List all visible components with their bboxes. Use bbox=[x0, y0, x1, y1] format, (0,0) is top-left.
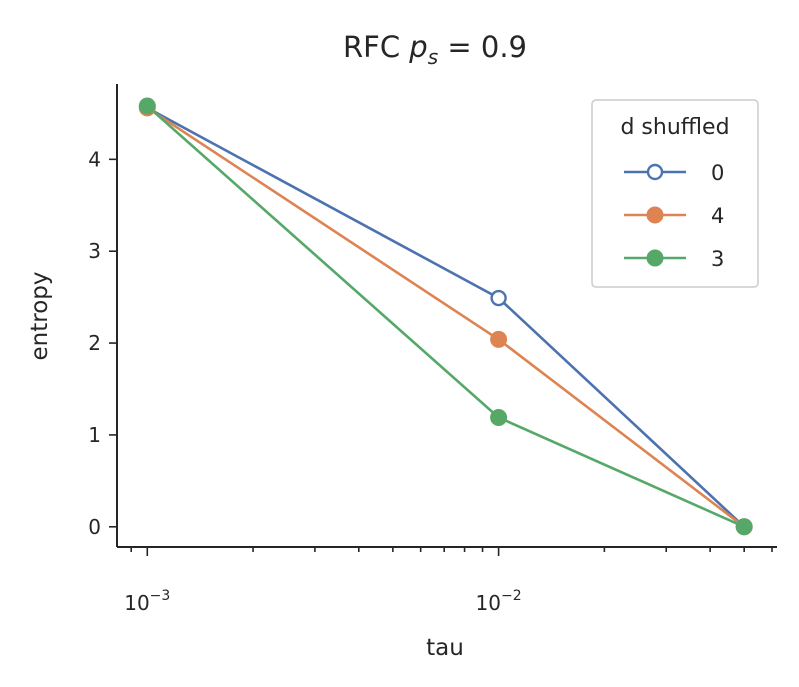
legend-label-0: 0 bbox=[711, 161, 724, 185]
legend: d shuffled 0 4 3 bbox=[591, 99, 759, 288]
y-tick-label-3: 3 bbox=[88, 239, 101, 263]
point-3-1 bbox=[490, 408, 508, 426]
series-layer bbox=[138, 97, 753, 536]
x-tick-label-1: 10−2 bbox=[476, 588, 522, 615]
legend-title: d shuffled bbox=[620, 115, 729, 140]
title-rest: = 0.9 bbox=[438, 30, 527, 64]
y-tick-label-2: 2 bbox=[88, 331, 101, 355]
y-axis-label: entropy bbox=[27, 272, 53, 361]
x-tick-label-0: 10−3 bbox=[124, 588, 170, 615]
legend-frame bbox=[591, 99, 759, 288]
legend-label-4: 4 bbox=[711, 204, 724, 228]
legend-label-3: 3 bbox=[711, 247, 724, 271]
y-tick-label-1: 1 bbox=[88, 423, 101, 447]
x-axis-label: tau bbox=[426, 635, 464, 661]
legend-entries: 0 4 3 bbox=[624, 161, 724, 271]
point-4-1 bbox=[490, 330, 508, 348]
chart-title: RFC ps = 0.9 bbox=[343, 30, 527, 69]
point-3-0 bbox=[138, 97, 156, 115]
x-ticks: 10−3 10−2 bbox=[124, 547, 773, 615]
y-tick-label-0: 0 bbox=[88, 515, 101, 539]
title-sub: s bbox=[428, 45, 438, 69]
y-tick-label-4: 4 bbox=[88, 147, 101, 171]
legend-marker-0 bbox=[646, 163, 664, 181]
legend-marker-3 bbox=[646, 249, 664, 267]
legend-marker-4 bbox=[646, 206, 664, 224]
title-var: p bbox=[408, 30, 427, 64]
point-0-1 bbox=[490, 289, 507, 307]
title-main: RFC bbox=[343, 30, 409, 64]
y-ticks: 0 1 2 3 4 bbox=[88, 147, 117, 539]
point-3-2 bbox=[735, 518, 753, 536]
